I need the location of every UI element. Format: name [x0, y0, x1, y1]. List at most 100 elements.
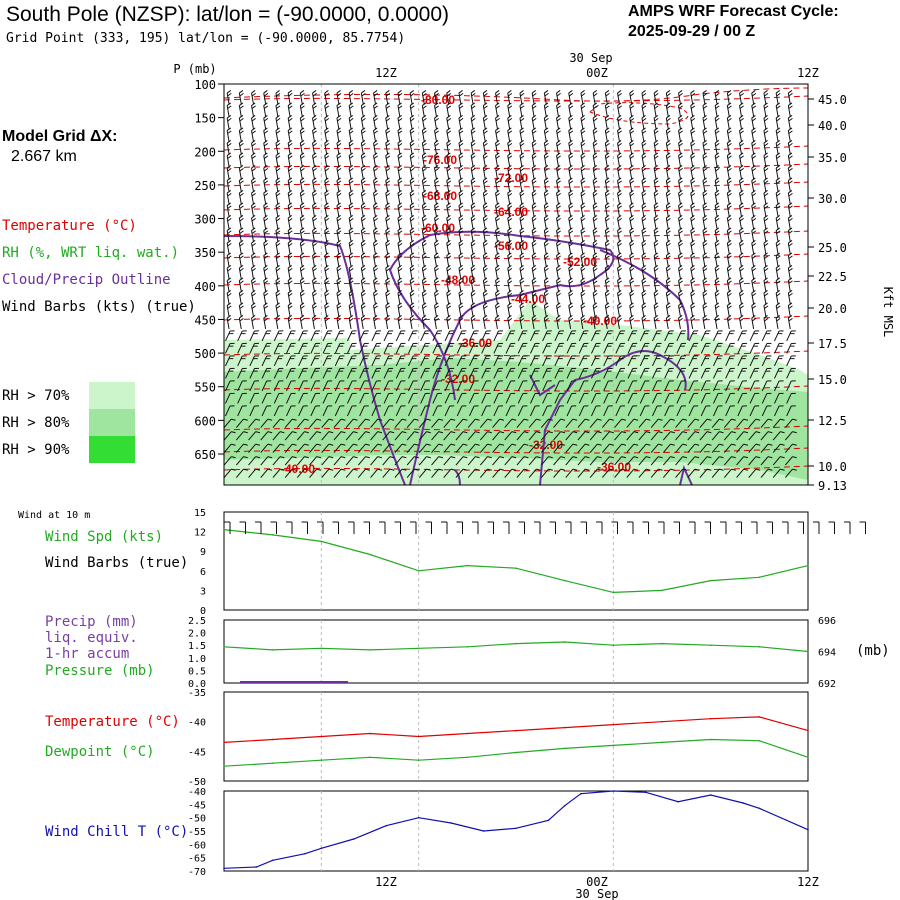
wind-barb	[737, 367, 747, 379]
windchill-line-point	[271, 859, 274, 862]
wind-barb	[528, 431, 541, 441]
wind-barb	[298, 380, 308, 392]
wind-barb	[690, 190, 696, 204]
wind-barb	[226, 227, 232, 242]
wind-barb	[432, 330, 442, 342]
wind-barb	[787, 302, 793, 317]
wind-barb	[446, 302, 452, 317]
wind-barb	[566, 330, 577, 342]
wind-barb	[261, 380, 272, 392]
wind-barb	[251, 115, 256, 129]
wind-barb	[519, 165, 525, 179]
time-tick-bottom: 00Z	[586, 875, 608, 889]
wind-barb	[324, 115, 330, 129]
wind-barb	[421, 265, 427, 279]
wind-barb	[566, 380, 577, 392]
wind-barb	[272, 468, 285, 478]
wind-barb	[284, 431, 297, 441]
wind-barb	[263, 290, 269, 304]
wind-barb	[641, 215, 647, 229]
wind-barb	[261, 355, 272, 367]
wind-barb	[540, 456, 553, 466]
wind-barb	[481, 367, 491, 379]
wind-barb	[434, 190, 439, 204]
wind-barb	[726, 202, 732, 217]
wind-barb	[702, 177, 708, 192]
wind-barb	[553, 456, 566, 466]
rh90-swatch	[89, 436, 135, 463]
wind-barb	[443, 456, 456, 466]
wind-barb	[495, 240, 500, 254]
wind-barb	[516, 468, 529, 478]
wind-barb	[409, 90, 415, 104]
wind-barb	[749, 405, 760, 417]
pressure-line-point	[320, 647, 323, 650]
wind-barb	[760, 456, 773, 466]
wind-barb	[273, 355, 284, 367]
wind-barb	[543, 277, 549, 292]
wind-barb	[629, 90, 635, 104]
kft-tick-label: 22.5	[818, 270, 847, 284]
wind-barb	[772, 431, 785, 441]
wind-barb	[299, 240, 305, 254]
wind-barb	[748, 431, 761, 441]
wind-barb-10m	[751, 521, 758, 534]
wind-barb	[409, 215, 415, 229]
wind-barb	[664, 405, 674, 417]
wind-barb	[690, 165, 696, 179]
wind-barb	[641, 315, 647, 329]
wind-barb	[446, 277, 452, 292]
wind-barb	[761, 392, 772, 404]
wind-barb	[456, 380, 467, 392]
wind-barb	[434, 165, 439, 179]
wind-barb	[614, 456, 627, 466]
wind-barb	[517, 405, 528, 417]
wind-barb	[482, 202, 488, 217]
wind-barb	[397, 190, 403, 204]
wind-barb	[591, 367, 601, 379]
wind-barb	[322, 392, 333, 404]
wind-barb	[298, 392, 308, 404]
isotherm-line	[223, 205, 809, 212]
wind-barb	[714, 202, 720, 217]
wind-barb	[629, 290, 635, 304]
wind-barb	[263, 202, 269, 217]
wind-barb	[470, 90, 476, 104]
dewpoint-line-point	[758, 739, 761, 742]
wind-barb	[556, 115, 561, 129]
wind-barb	[458, 140, 464, 154]
wind-barb	[629, 302, 635, 317]
wind-barb	[286, 405, 296, 417]
wind-barb	[725, 405, 735, 417]
wind-barb	[394, 443, 407, 453]
wind-barb	[336, 90, 342, 104]
wind-barb	[629, 227, 635, 242]
windchill-label: Wind Chill T (°C)	[45, 824, 189, 840]
isotherm-label: -56.00	[494, 239, 528, 253]
wind-barb	[482, 115, 488, 129]
wind-barb	[434, 227, 439, 242]
wind-barb	[725, 380, 735, 392]
wind-barb	[287, 127, 293, 142]
wind-barb	[360, 252, 366, 267]
windchill-line-point	[320, 847, 323, 850]
wind-barb	[775, 177, 781, 192]
wind-barb	[507, 315, 513, 329]
kft-tick-label: 25.0	[818, 241, 847, 255]
wind-barb	[617, 90, 622, 104]
wind-barb	[650, 418, 663, 428]
wind-barb	[225, 405, 235, 417]
wind-barb	[739, 265, 744, 279]
isotherm-label: -76.00	[423, 153, 457, 167]
wind-barb	[409, 190, 415, 204]
wind-barb	[580, 265, 586, 279]
wind-barb	[226, 140, 232, 154]
wind-barb	[395, 380, 406, 392]
wind-barb	[653, 90, 659, 104]
wind-barb	[434, 277, 439, 292]
wind-barb	[299, 252, 305, 267]
rh70-swatch	[89, 382, 135, 409]
wind-barb	[543, 102, 549, 117]
wind-barb	[287, 152, 293, 167]
wind-barb	[324, 227, 330, 242]
